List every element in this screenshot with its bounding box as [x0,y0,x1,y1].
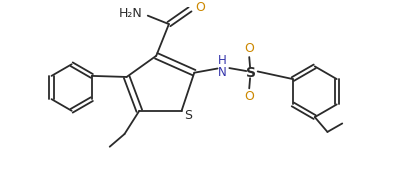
Text: O: O [244,90,254,103]
Text: H₂N: H₂N [119,7,142,20]
Text: S: S [184,109,192,121]
Text: O: O [244,42,254,55]
Text: O: O [196,1,205,14]
Text: S: S [247,66,256,80]
Text: H
N: H N [218,54,226,79]
